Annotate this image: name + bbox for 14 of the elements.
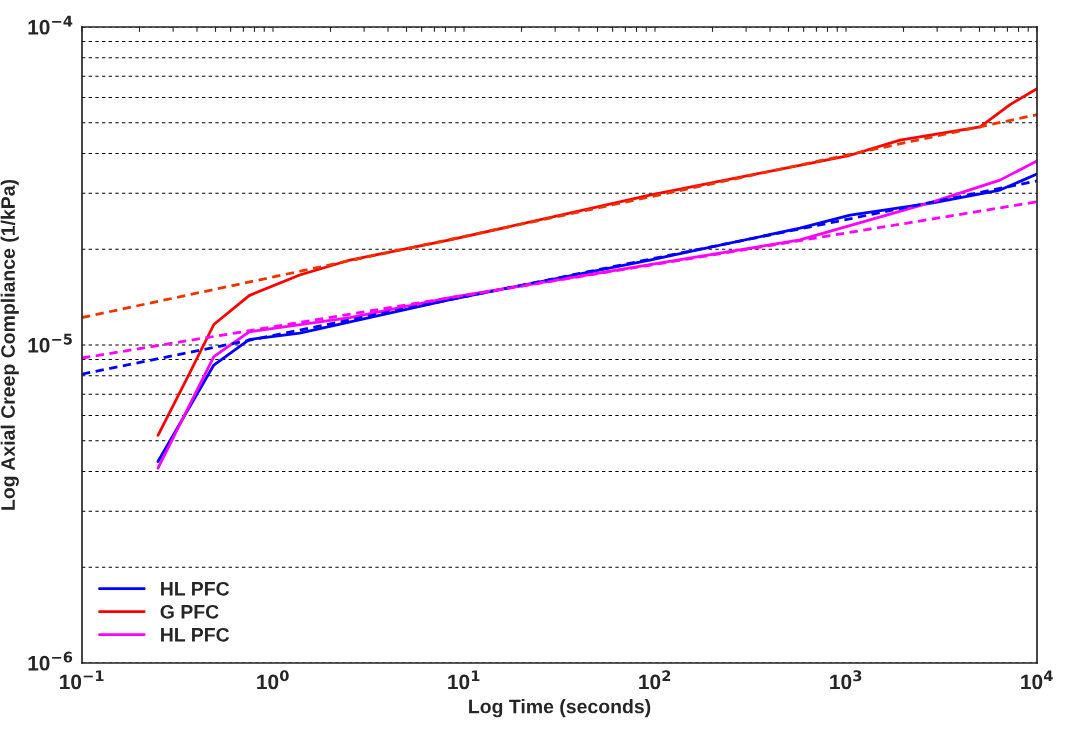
legend-label: HL PFC xyxy=(161,581,230,596)
legend-label: G PFC xyxy=(160,604,219,619)
y-tick-label: 10$^{−5}$ xyxy=(28,333,72,353)
y-tick-label: 10$^{−6}$ xyxy=(28,651,73,671)
x-tick-label: 10$^{0}$ xyxy=(257,670,289,690)
x-tick-label: 10$^{−1}$ xyxy=(60,670,104,690)
legend-label: HL PFC xyxy=(161,627,230,642)
x-axis-title: Log Time (seconds) xyxy=(469,699,651,718)
x-tick-label: 10$^{2}$ xyxy=(639,670,671,690)
x-tick-label: 10$^{1}$ xyxy=(448,670,480,690)
x-tick-label: 10$^{3}$ xyxy=(830,670,862,690)
y-tick-label: 10$^{−4}$ xyxy=(28,15,73,35)
y-axis-title: Log Axial Creep Compliance (1/kPa) xyxy=(0,179,19,510)
x-tick-label: 10$^{4}$ xyxy=(1021,670,1053,690)
